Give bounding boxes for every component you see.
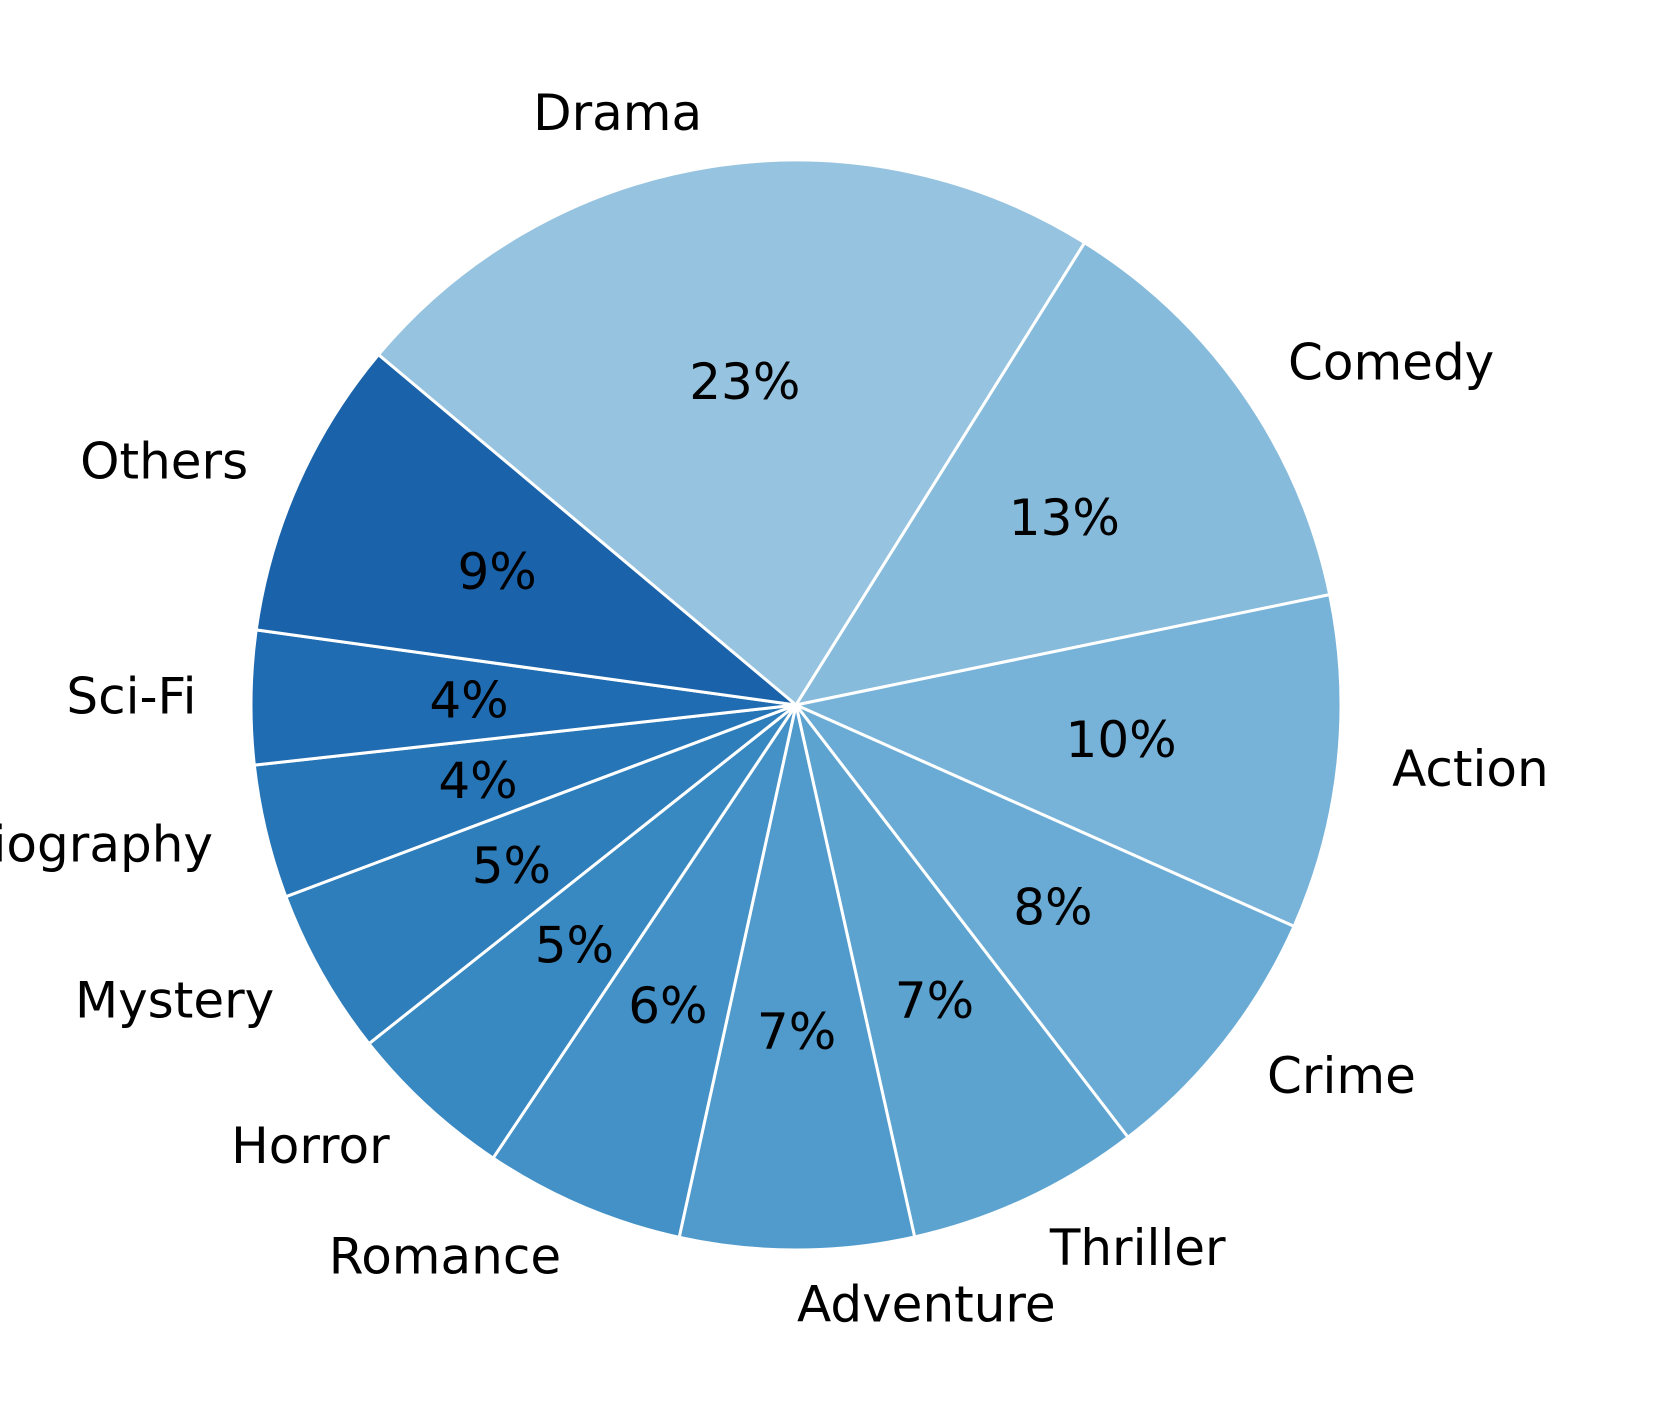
slice-label-action: Action bbox=[1392, 740, 1549, 798]
labels-layer: Drama 23% Comedy 13% Action 10% Crime 8% Thrille… bbox=[0, 84, 1549, 1334]
pie-slice-others bbox=[254, 353, 798, 707]
pie-slice-adventure bbox=[677, 703, 917, 1252]
pie-slice-thriller bbox=[794, 703, 1130, 1239]
slice-pct-horror: 5% bbox=[535, 916, 614, 974]
pie-slice-romance bbox=[491, 703, 798, 1239]
pie-slice-drama bbox=[377, 158, 1087, 707]
slice-label-mystery: Mystery bbox=[75, 971, 274, 1029]
slice-label-romance: Romance bbox=[329, 1228, 561, 1286]
pie-slice-crime bbox=[794, 703, 1296, 1139]
slice-pct-others: 9% bbox=[458, 543, 537, 601]
slice-pct-romance: 6% bbox=[628, 977, 707, 1035]
slice-pct-thriller: 7% bbox=[895, 972, 974, 1030]
slice-label-horror: Horror bbox=[231, 1117, 390, 1175]
slice-label-comedy: Comedy bbox=[1288, 333, 1494, 391]
slice-pct-biography: 4% bbox=[438, 752, 517, 810]
slice-pct-crime: 8% bbox=[1013, 878, 1092, 936]
slice-pct-mystery: 5% bbox=[472, 837, 551, 895]
slice-label-adventure: Adventure bbox=[797, 1275, 1056, 1333]
slice-pct-sci-fi: 4% bbox=[429, 671, 508, 729]
slice-label-drama: Drama bbox=[533, 84, 702, 142]
slices-layer bbox=[249, 158, 1343, 1252]
slice-pct-action: 10% bbox=[1066, 711, 1177, 769]
pie-slice-mystery bbox=[284, 703, 798, 1046]
pie-slice-horror bbox=[367, 703, 798, 1160]
pie-slice-comedy bbox=[794, 241, 1332, 707]
slice-pct-adventure: 7% bbox=[757, 1003, 836, 1061]
slice-label-others: Others bbox=[80, 433, 248, 491]
slice-label-crime: Crime bbox=[1267, 1047, 1416, 1105]
slice-pct-drama: 23% bbox=[689, 353, 800, 411]
pie-slice-action bbox=[794, 593, 1343, 928]
slice-label-sci-fi: Sci-Fi bbox=[66, 668, 196, 726]
slice-label-thriller: Thriller bbox=[1049, 1219, 1226, 1277]
slice-pct-comedy: 13% bbox=[1009, 489, 1120, 547]
slice-label-biography: Biography bbox=[0, 816, 213, 874]
